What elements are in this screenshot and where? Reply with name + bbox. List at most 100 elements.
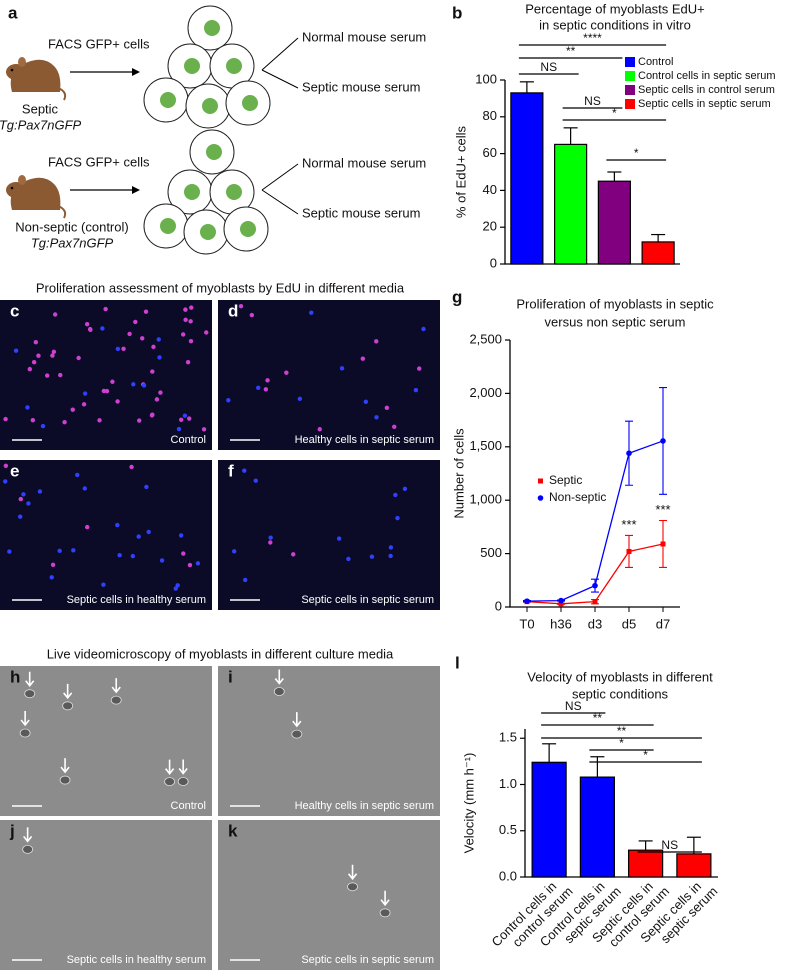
panel-label: b [452, 3, 462, 22]
nucleus-dot [291, 552, 296, 557]
nucleus [160, 92, 176, 108]
y-tick-label: 1,000 [469, 492, 502, 507]
nucleus-dot [392, 424, 397, 429]
chart-title: Proliferation of myoblasts in septic [516, 296, 714, 311]
nucleus-dot [154, 397, 160, 402]
arrow-marker [63, 683, 73, 700]
nucleus-dot [136, 534, 141, 539]
y-tick-label: 2,500 [469, 331, 502, 346]
caption: Control [171, 434, 206, 446]
nucleus-dot [182, 413, 188, 418]
nucleus-dot [388, 553, 393, 559]
nucleus-dot [100, 326, 105, 331]
nucleus-dot [263, 387, 269, 392]
nucleus-dot [268, 540, 273, 545]
panel-label: c [10, 301, 19, 320]
bar [579, 776, 615, 878]
micrograph [218, 820, 440, 970]
media-label: Septic mouse serum [302, 79, 421, 94]
mouse-eye [10, 186, 14, 190]
cell-shape [22, 844, 34, 854]
arrow-marker [164, 759, 175, 775]
arrow-marker [20, 710, 30, 727]
legend-label: Control cells in septic serum [638, 70, 776, 82]
nucleus-dot [85, 524, 90, 530]
series-line [526, 440, 664, 602]
nucleus-dot [374, 415, 379, 420]
nucleus-dot [173, 586, 178, 591]
nucleus-dot [27, 366, 33, 372]
caption: Septic cells in healthy serum [67, 594, 206, 606]
nucleus-dot [417, 366, 422, 371]
nucleus-dot [18, 496, 23, 502]
significance-label: **** [583, 31, 602, 45]
nucleus-dot [121, 346, 126, 352]
x-tick-label: d3 [588, 616, 602, 631]
panel-label: g [452, 287, 462, 306]
media-label: Normal mouse serum [302, 155, 426, 170]
legend-label: Septic [549, 473, 582, 487]
nucleus [202, 98, 218, 114]
legend-marker [537, 495, 544, 501]
panel-label: k [228, 821, 238, 840]
y-axis-label: Number of cells [451, 428, 466, 519]
cell-shape [110, 695, 122, 705]
media-label: Septic mouse serum [302, 205, 421, 220]
point [626, 450, 632, 457]
nucleus-dot [265, 378, 270, 383]
nucleus-dot [36, 353, 41, 358]
nucleus-dot [115, 399, 120, 404]
caption: Septic cells in septic serum [301, 594, 434, 606]
nucleus [160, 218, 176, 234]
arrow-marker [274, 669, 284, 685]
panel-label: l [455, 653, 460, 672]
legend-swatch [625, 57, 635, 67]
nucleus-dot [3, 463, 9, 468]
panel-label: a [8, 3, 18, 22]
nucleus-dot [52, 312, 58, 317]
nucleus-dot [143, 309, 149, 314]
mouse-icon [6, 175, 67, 219]
nucleus-dot [388, 545, 394, 550]
nucleus-dot [75, 472, 80, 478]
nucleus-dot [226, 398, 231, 403]
nucleus-dot [17, 514, 23, 519]
nucleus-dot [242, 577, 248, 583]
nucleus-dot [30, 418, 36, 423]
point [660, 438, 666, 444]
nucleus-dot [384, 405, 390, 411]
source-label: FACS GFP+ cells [48, 154, 150, 169]
nucleus-dot [3, 479, 8, 484]
x-tick-label: T0 [519, 616, 534, 631]
micrograph [0, 666, 212, 816]
nucleus-dot [185, 360, 191, 365]
nucleus-dot [71, 548, 76, 553]
axes [509, 340, 680, 608]
y-tick-label: 0 [490, 255, 497, 270]
nucleus-dot [363, 399, 369, 404]
nucleus-dot [187, 562, 193, 568]
cell-shape [273, 687, 285, 696]
cell-shape [62, 701, 74, 711]
nucleus-dot [157, 355, 162, 360]
source-label: FACS GFP+ cells [48, 36, 150, 51]
nucleus-dot [76, 355, 81, 361]
nucleus-dot [151, 344, 156, 350]
nucleus-dot [159, 558, 165, 563]
nucleus-dot [187, 416, 192, 421]
series-line [526, 543, 664, 605]
significance-label: ** [566, 44, 576, 58]
legend-swatch [625, 71, 635, 81]
legend-label: Non-septic [549, 490, 606, 504]
significance-label: * [612, 106, 617, 120]
nucleus-dot [3, 416, 8, 422]
nucleus-dot [58, 372, 63, 378]
significance-label: * [634, 146, 639, 160]
nucleus-dot [49, 575, 54, 580]
nucleus-dot [103, 306, 108, 312]
chart-title: septic conditions [572, 686, 669, 701]
nucleus-dot [144, 484, 149, 490]
nucleus-dot [395, 515, 400, 521]
